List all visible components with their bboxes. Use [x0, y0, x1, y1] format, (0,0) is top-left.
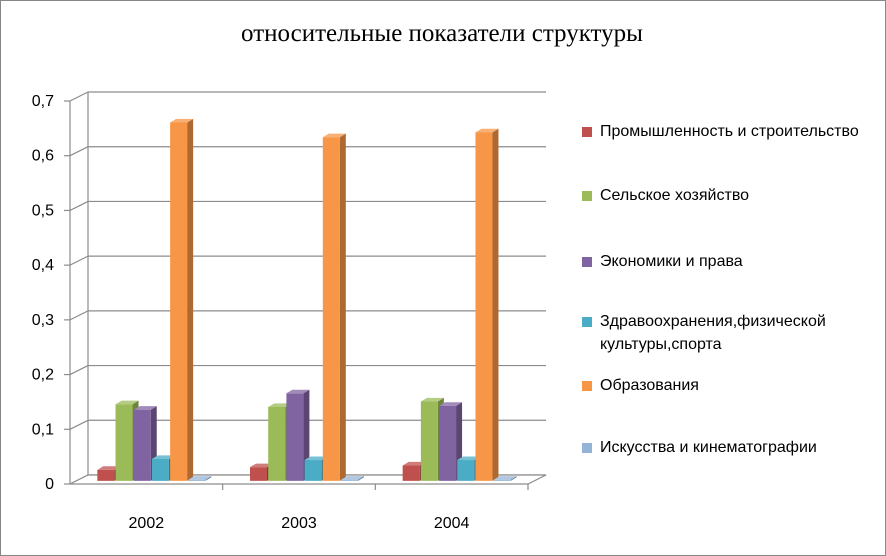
x-tick-label: 2004 — [434, 515, 470, 532]
legend-item: Искусства и кинематографии — [582, 436, 870, 459]
bar-top — [268, 403, 292, 407]
bar-top — [402, 461, 426, 466]
bar-side — [358, 476, 364, 481]
bar-top — [341, 476, 364, 480]
bar — [439, 405, 457, 481]
legend-label: Образования — [600, 377, 699, 394]
bar-side — [205, 476, 212, 481]
bar-top — [115, 400, 139, 405]
bar-top — [439, 402, 463, 406]
bar-side — [492, 128, 499, 481]
legend-item: Образования — [582, 374, 870, 397]
legend-label: Искусства и кинематографии — [600, 439, 817, 456]
y-tick-label: 0,4 — [32, 257, 54, 274]
bar — [151, 458, 169, 481]
bar-side — [187, 118, 194, 481]
bar-top — [133, 406, 157, 410]
legend-item: Промышленность и строительство — [582, 120, 870, 143]
bar — [170, 122, 188, 481]
bar-top — [286, 389, 310, 394]
bar — [402, 465, 420, 481]
gridline-depth — [69, 310, 89, 321]
y-tick-label: 0,2 — [32, 367, 54, 384]
gridline-depth — [69, 146, 89, 157]
gridline-depth — [69, 365, 89, 376]
legend-label: Экономики и права — [600, 253, 743, 270]
legend-label: Промышленность и строительство — [600, 123, 859, 140]
bar — [322, 137, 340, 481]
bar-top — [250, 463, 273, 468]
x-tick-label: 2003 — [281, 515, 317, 532]
y-tick-label: 0 — [45, 476, 54, 493]
bar — [475, 132, 493, 481]
bar-side — [339, 133, 346, 481]
bar — [188, 479, 206, 481]
bar — [493, 479, 511, 481]
bar-top — [188, 476, 212, 480]
bar — [97, 469, 115, 481]
bar — [133, 409, 151, 481]
bar — [268, 406, 286, 481]
legend-swatch — [582, 381, 592, 391]
bar-top — [97, 466, 121, 470]
bar — [457, 460, 475, 481]
y-tick-label: 0,5 — [32, 202, 54, 219]
bar-top — [170, 118, 194, 123]
legend-swatch — [582, 257, 592, 267]
legend-swatch — [582, 191, 592, 201]
gridline-depth — [69, 200, 89, 211]
legend-label: Сельское хозяйство — [600, 187, 750, 204]
legend-swatch — [582, 317, 592, 327]
bar-side — [510, 476, 517, 481]
bar-top — [493, 476, 517, 480]
bar-top — [457, 456, 481, 461]
y-tick-label: 0,1 — [32, 421, 54, 438]
bar-top — [322, 133, 346, 138]
x-tick-label: 2002 — [129, 515, 165, 532]
legend-swatch — [582, 443, 592, 453]
legend-item: Здравоохранения,физической культуры,спор… — [582, 310, 870, 356]
bar-top — [304, 456, 328, 461]
bar-top — [420, 397, 444, 402]
bar — [286, 393, 304, 481]
gridline-depth — [69, 91, 89, 102]
bar — [304, 460, 322, 481]
chart-title: относительные показатели структуры — [241, 20, 643, 47]
bar — [250, 467, 267, 481]
gridline-depth — [69, 419, 89, 430]
legend-label: Здравоохранения,физической культуры,спор… — [600, 313, 826, 353]
bar — [341, 479, 358, 481]
gridline-depth — [69, 255, 89, 266]
y-tick-label: 0,3 — [32, 312, 54, 329]
y-tick-label: 0,7 — [32, 93, 54, 110]
legend-item: Экономики и права — [582, 250, 870, 273]
bar — [420, 401, 438, 481]
legend-item: Сельское хозяйство — [582, 184, 870, 207]
y-tick-label: 0,6 — [32, 148, 54, 165]
legend-swatch — [582, 127, 592, 137]
bar — [115, 404, 133, 481]
bar-top — [151, 455, 175, 459]
bar-top — [475, 128, 499, 133]
bar-side — [303, 389, 310, 481]
